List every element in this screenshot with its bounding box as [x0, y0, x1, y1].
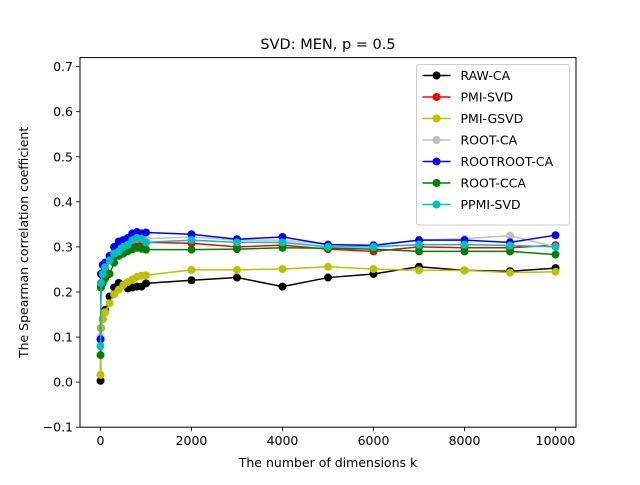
data-point-pmi-gsvd	[551, 267, 560, 276]
data-point-ppmi-svd	[460, 240, 469, 249]
data-point-root-cca	[460, 247, 469, 256]
data-point-root-ca	[506, 231, 515, 240]
data-point-rootroot-ca	[187, 230, 196, 239]
data-point-pmi-gsvd	[460, 266, 469, 275]
data-point-ppmi-svd	[96, 278, 105, 287]
data-point-pmi-gsvd	[141, 271, 150, 280]
y-tick-label: 0.1	[53, 330, 73, 345]
data-point-root-cca	[415, 247, 424, 256]
data-point-ppmi-svd	[98, 269, 107, 278]
legend-marker	[432, 93, 441, 101]
legend-label: ROOT-CCA	[461, 176, 527, 191]
data-point-pmi-gsvd	[96, 370, 105, 379]
data-point-raw-ca	[96, 376, 105, 385]
data-point-root-cca	[105, 269, 114, 278]
legend-item-pmi-gsvd: PMI-GSVD	[422, 111, 524, 126]
legend-label: ROOT-CA	[461, 133, 518, 148]
data-point-root-cca	[551, 250, 560, 259]
data-point-rootroot-ca	[551, 231, 560, 240]
x-tick-label: 0	[97, 433, 105, 448]
data-point-ppmi-svd	[278, 238, 287, 247]
y-tick-label: 0.3	[53, 239, 73, 254]
legend-label: PPMI-SVD	[461, 197, 521, 212]
x-tick-label: 4000	[267, 433, 299, 448]
legend-item-rootroot-ca: ROOTROOT-CA	[422, 154, 554, 169]
data-point-root-cca	[506, 247, 515, 256]
x-tick-label: 10000	[536, 433, 576, 448]
chart-title: SVD: MEN, p = 0.5	[260, 37, 395, 53]
data-point-pmi-gsvd	[415, 266, 424, 275]
y-tick-label: 0.6	[53, 104, 73, 119]
legend-item-ppmi-svd: PPMI-SVD	[422, 197, 521, 212]
data-point-root-cca	[96, 351, 105, 360]
legend-label: ROOTROOT-CA	[461, 154, 554, 169]
data-point-root-cca	[141, 245, 150, 254]
series-pmi-gsvd	[96, 262, 560, 379]
data-point-pmi-gsvd	[232, 265, 241, 274]
y-tick-label: 0.7	[53, 59, 73, 74]
legend-marker	[432, 179, 441, 187]
data-point-ppmi-svd	[141, 238, 150, 247]
x-tick-label: 8000	[449, 433, 481, 448]
x-axis-label: The number of dimensions k	[238, 455, 418, 470]
x-tick-label: 2000	[176, 433, 208, 448]
y-tick-label: 0.5	[53, 149, 73, 164]
legend-item-root-ca: ROOT-CA	[422, 133, 518, 148]
data-point-pmi-gsvd	[278, 264, 287, 273]
data-point-raw-ca	[278, 282, 287, 291]
x-tick-label: 6000	[358, 433, 390, 448]
data-point-raw-ca	[187, 276, 196, 285]
data-point-pmi-gsvd	[101, 308, 110, 317]
data-point-raw-ca	[232, 273, 241, 282]
legend-item-pmi-svd: PMI-SVD	[422, 90, 514, 105]
legend-marker	[432, 136, 441, 144]
y-tick-label: −0.1	[43, 420, 73, 435]
legend-item-root-cca: ROOT-CCA	[422, 176, 527, 191]
y-tick-label: 0.4	[53, 194, 73, 209]
data-point-ppmi-svd	[187, 236, 196, 245]
legend-label: PMI-SVD	[461, 90, 514, 105]
data-point-pmi-gsvd	[187, 265, 196, 274]
series-layer	[96, 228, 560, 385]
data-point-ppmi-svd	[101, 263, 110, 272]
data-point-pmi-gsvd	[105, 299, 114, 308]
data-point-ppmi-svd	[506, 241, 515, 250]
legend-box	[416, 64, 570, 226]
x-axis-ticks: 0 2000 4000 6000 8000 10000	[97, 427, 576, 448]
data-point-ppmi-svd	[324, 242, 332, 251]
data-point-raw-ca	[141, 279, 150, 288]
data-point-ppmi-svd	[96, 342, 105, 351]
data-point-ppmi-svd	[415, 240, 424, 249]
data-point-root-cca	[187, 245, 196, 254]
data-point-ppmi-svd	[551, 242, 560, 251]
y-axis-label: The Spearman correlation coefficient	[16, 127, 31, 359]
y-axis-ticks: −0.1 0.0 0.1 0.2 0.3 0.4 0.5 0.6 0.7	[43, 59, 80, 435]
series-ppmi-svd	[96, 233, 560, 351]
legend-marker	[432, 71, 441, 80]
legend-marker	[432, 114, 441, 123]
data-point-ppmi-svd	[105, 256, 114, 265]
data-point-pmi-gsvd	[506, 268, 515, 277]
y-tick-label: 0.2	[53, 284, 73, 299]
plot-frame	[79, 57, 577, 428]
data-point-root-cca	[232, 245, 241, 254]
y-tick-label: 0.0	[53, 375, 73, 390]
legend-label: PMI-GSVD	[461, 111, 524, 126]
legend-item-raw-ca: RAW-CA	[422, 68, 511, 83]
legend: RAW-CA PMI-SVD PMI-GSVD ROOT-CA ROOTROOT-CA R…	[416, 64, 570, 226]
legend-label: RAW-CA	[461, 68, 511, 83]
legend-marker	[432, 200, 441, 209]
legend-marker	[432, 157, 441, 166]
data-point-ppmi-svd	[369, 242, 378, 251]
data-point-raw-ca	[324, 273, 332, 282]
data-point-pmi-gsvd	[369, 264, 378, 273]
data-point-ppmi-svd	[232, 238, 241, 247]
data-point-rootroot-ca	[141, 228, 150, 237]
data-point-pmi-gsvd	[324, 262, 332, 271]
